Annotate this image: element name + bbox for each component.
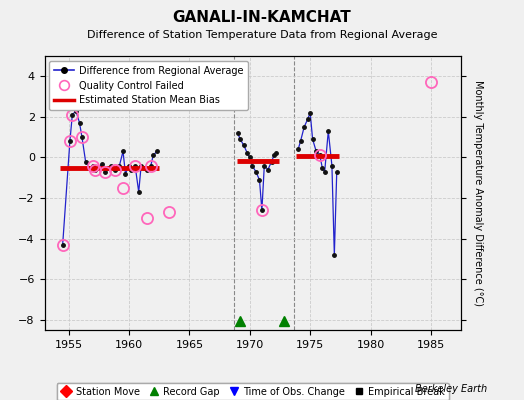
Legend: Station Move, Record Gap, Time of Obs. Change, Empirical Break: Station Move, Record Gap, Time of Obs. C… — [57, 383, 449, 400]
Text: Difference of Station Temperature Data from Regional Average: Difference of Station Temperature Data f… — [87, 30, 437, 40]
Y-axis label: Monthly Temperature Anomaly Difference (°C): Monthly Temperature Anomaly Difference (… — [473, 80, 483, 306]
Text: GANALI-IN-KAMCHAT: GANALI-IN-KAMCHAT — [172, 10, 352, 25]
Text: Berkeley Earth: Berkeley Earth — [415, 384, 487, 394]
